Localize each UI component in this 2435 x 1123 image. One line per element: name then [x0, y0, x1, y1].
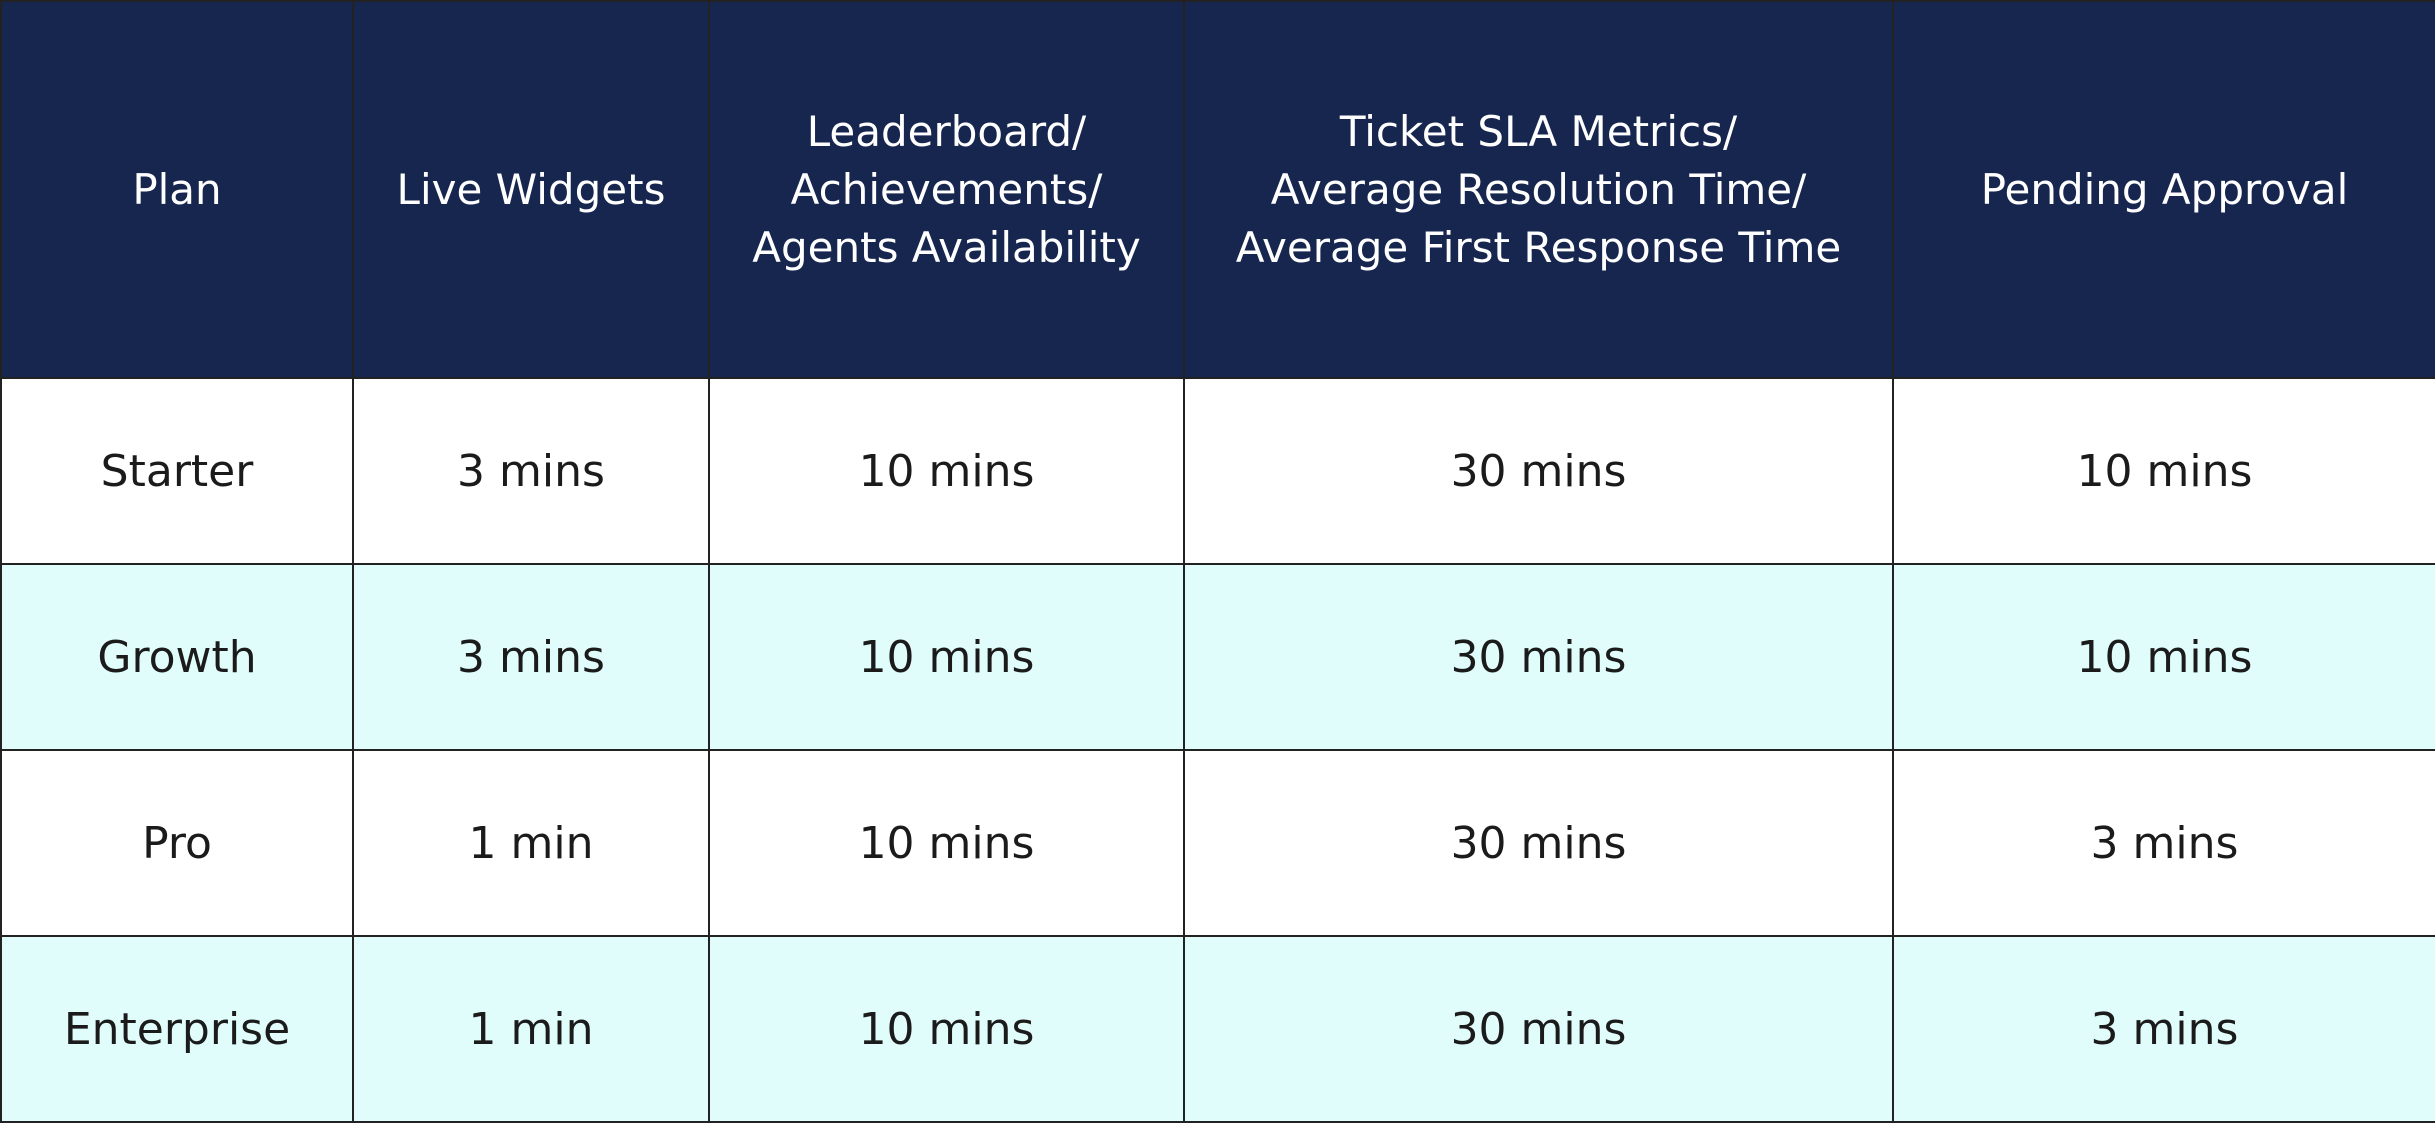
header-text: Average Resolution Time/ — [1270, 164, 1807, 214]
refresh-interval: 10 mins — [1892, 563, 2435, 751]
plan-name: Starter — [0, 377, 354, 565]
refresh-interval: 30 mins — [1183, 563, 1894, 751]
header-row: Plan Live Widgets Leaderboard/Achievements… — [0, 0, 2435, 379]
plan-name: Enterprise — [0, 935, 354, 1123]
header-text: Plan — [132, 164, 222, 214]
header-cell: Pending Approval — [1892, 0, 2435, 379]
refresh-interval: 10 mins — [1892, 377, 2435, 565]
header-text: Ticket SLA Metrics/ — [1339, 106, 1738, 156]
table-row: Growth 3 mins 10 mins 30 mins 10 mins — [0, 563, 2435, 751]
plan-name: Pro — [0, 749, 354, 937]
header-text: Pending Approval — [1980, 164, 2349, 214]
header-cell: Plan — [0, 0, 354, 379]
header-text: Leaderboard/ — [806, 106, 1087, 156]
header-text: Live Widgets — [396, 164, 666, 214]
header-text: Average First Response Time — [1235, 222, 1842, 272]
refresh-interval: 3 mins — [352, 377, 710, 565]
plan-name: Growth — [0, 563, 354, 751]
refresh-interval: 10 mins — [708, 749, 1185, 937]
header-cell: Ticket SLA Metrics/Average Resolution Ti… — [1183, 0, 1894, 379]
refresh-interval: 30 mins — [1183, 749, 1894, 937]
refresh-interval: 30 mins — [1183, 935, 1894, 1123]
header-text: Agents Availability — [752, 222, 1141, 272]
refresh-interval: 1 min — [352, 935, 710, 1123]
table-row: Starter 3 mins 10 mins 30 mins 10 mins — [0, 377, 2435, 565]
table-row: Pro 1 min 10 mins 30 mins 3 mins — [0, 749, 2435, 937]
table-row: Enterprise 1 min 10 mins 30 mins 3 mins — [0, 935, 2435, 1123]
header-text: Achievements/ — [790, 164, 1103, 214]
refresh-interval: 10 mins — [708, 563, 1185, 751]
refresh-interval: 30 mins — [1183, 377, 1894, 565]
header-cell: Live Widgets — [352, 0, 710, 379]
refresh-interval: 10 mins — [708, 935, 1185, 1123]
refresh-interval: 3 mins — [1892, 935, 2435, 1123]
refresh-interval: 3 mins — [1892, 749, 2435, 937]
header-cell: Leaderboard/Achievements/Agents Availabi… — [708, 0, 1185, 379]
refresh-interval: 3 mins — [352, 563, 710, 751]
refresh-interval: 1 min — [352, 749, 710, 937]
table-body: Starter 3 mins 10 mins 30 mins 10 mins Growth… — [0, 377, 2435, 1123]
refresh-interval: 10 mins — [708, 377, 1185, 565]
